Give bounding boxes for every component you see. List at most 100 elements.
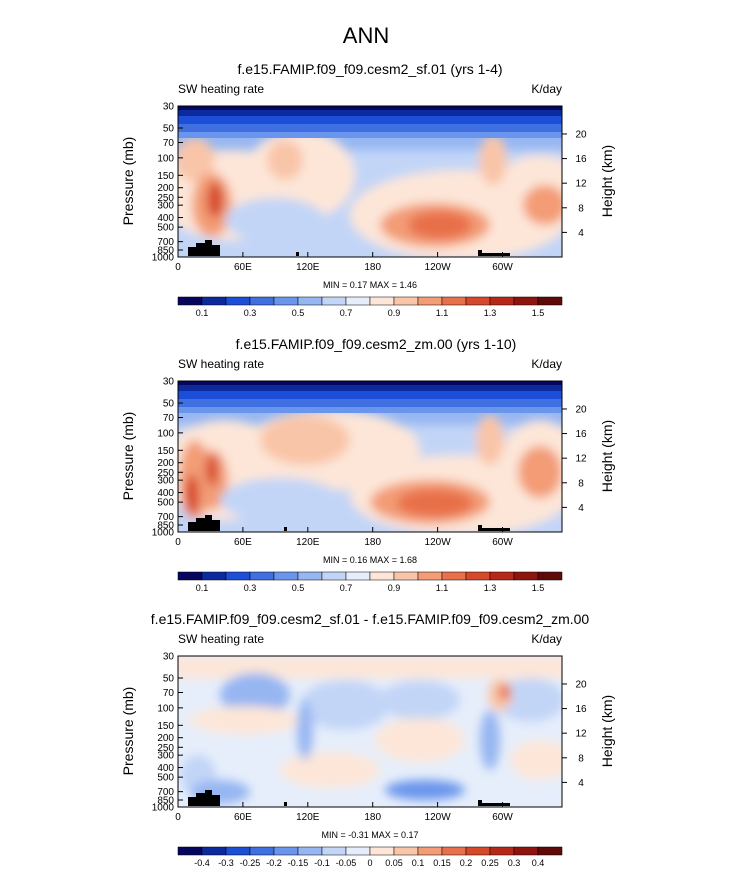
height-tick-label: 8 — [578, 203, 584, 214]
panel-1-title: f.e15.FAMIP.f09_f09.cesm2_sf.01 (yrs 1-4… — [237, 61, 502, 77]
height-tick-label: 20 — [575, 129, 587, 140]
colorbar-label: 0.15 — [433, 858, 451, 868]
colorbar-swatch — [249, 296, 275, 306]
pressure-tick-label: 400 — [157, 763, 174, 774]
pressure-tick-label: 500 — [157, 773, 174, 784]
pressure-tick-label: 700 — [157, 787, 174, 798]
pressure-tick-label: 50 — [163, 398, 175, 409]
colorbar-swatch — [441, 296, 467, 306]
x-tick-label: 60W — [492, 537, 513, 548]
colorbar-swatch — [321, 571, 347, 581]
x-tick-label: 60W — [492, 812, 513, 823]
colorbar-label: 0.05 — [385, 858, 403, 868]
colorbar-swatch — [393, 846, 419, 856]
pressure-tick-label: 1000 — [152, 253, 175, 264]
colorbar-swatch — [321, 296, 347, 306]
colorbar-label: 1.3 — [484, 308, 497, 318]
colorbar-swatch — [273, 296, 299, 306]
colorbar-swatch — [489, 571, 515, 581]
panel-2-variable-label: SW heating rate — [178, 357, 264, 371]
pressure-tick-label: 150 — [157, 721, 174, 732]
colorbar-swatch — [465, 571, 491, 581]
panel-3-variable-label: SW heating rate — [178, 632, 264, 646]
panel-1-height-axis: 20 16 12 8 4 — [562, 129, 587, 239]
x-tick-label: 120W — [425, 262, 452, 273]
panel-2-x-axis: 0 60E 120E 180 120W 60W — [175, 527, 513, 548]
x-tick-label: 120E — [296, 537, 320, 548]
x-tick-label: 120W — [425, 537, 452, 548]
pressure-tick-label: 200 — [157, 458, 174, 469]
panel-3-y2label: Height (km) — [599, 695, 615, 767]
colorbar-label: 0 — [367, 858, 372, 868]
panel-1-units-label: K/day — [531, 82, 562, 96]
height-tick-label: 4 — [578, 228, 584, 239]
colorbar-swatch — [513, 846, 539, 856]
colorbar-swatch — [393, 571, 419, 581]
pressure-tick-label: 250 — [157, 743, 174, 754]
colorbar-swatch — [489, 296, 515, 306]
pressure-tick-label: 400 — [157, 213, 174, 224]
panel-2: f.e15.FAMIP.f09_f09.cesm2_zm.00 (yrs 1-1… — [120, 336, 615, 593]
colorbar-swatch — [537, 571, 563, 581]
colorbar-label: 1.5 — [532, 308, 545, 318]
colorbar-swatch — [273, 846, 299, 856]
colorbar-label: 1.3 — [484, 583, 497, 593]
colorbar-swatch — [441, 571, 467, 581]
panel-2-field — [178, 381, 562, 532]
x-tick-label: 120W — [425, 812, 452, 823]
colorbar-label: 0.2 — [460, 858, 473, 868]
panel-1-variable-label: SW heating rate — [178, 82, 264, 96]
panel-2-height-axis: 20 16 12 8 4 — [562, 404, 587, 514]
colorbar-swatch — [225, 846, 251, 856]
panel-2-units-label: K/day — [531, 357, 562, 371]
height-tick-label: 16 — [575, 154, 587, 165]
height-tick-label: 20 — [575, 404, 587, 415]
pressure-tick-label: 150 — [157, 171, 174, 182]
colorbar-swatch — [273, 571, 299, 581]
pressure-tick-label: 200 — [157, 183, 174, 194]
colorbar-swatch — [369, 846, 395, 856]
pressure-tick-label: 200 — [157, 733, 174, 744]
colorbar-swatch — [417, 571, 443, 581]
colorbar-swatch — [177, 571, 203, 581]
colorbar-swatch — [201, 571, 227, 581]
height-tick-label: 4 — [578, 503, 584, 514]
colorbar-swatch — [393, 296, 419, 306]
colorbar-label: 1.1 — [436, 583, 449, 593]
colorbar-label: 0.1 — [412, 858, 425, 868]
height-tick-label: 16 — [575, 429, 587, 440]
colorbar-swatch — [417, 296, 443, 306]
colorbar-label: 0.4 — [532, 858, 545, 868]
colorbar-swatch — [417, 846, 443, 856]
panel-1-ylabel: Pressure (mb) — [120, 137, 136, 226]
panel-2-title: f.e15.FAMIP.f09_f09.cesm2_zm.00 (yrs 1-1… — [236, 336, 517, 352]
pressure-tick-label: 500 — [157, 498, 174, 509]
height-tick-label: 4 — [578, 778, 584, 789]
panel-1-colorbar: 0.1 0.3 0.5 0.7 0.9 1.1 1.3 1.5 — [177, 296, 563, 318]
colorbar-swatch — [369, 296, 395, 306]
colorbar-swatch — [369, 571, 395, 581]
pressure-tick-label: 30 — [163, 652, 175, 663]
pressure-tick-label: 50 — [163, 673, 175, 684]
figure-title: ANN — [343, 23, 389, 48]
pressure-tick-label: 70 — [163, 413, 175, 424]
panel-1-frame — [177, 105, 563, 258]
colorbar-label: -0.2 — [266, 858, 282, 868]
colorbar-swatch — [297, 846, 323, 856]
colorbar-label: 1.5 — [532, 583, 545, 593]
panel-3-units-label: K/day — [531, 632, 562, 646]
colorbar-swatch — [177, 846, 203, 856]
pressure-tick-label: 300 — [157, 476, 174, 487]
colorbar-swatch — [489, 846, 515, 856]
x-tick-label: 60E — [234, 537, 252, 548]
pressure-tick-label: 1000 — [152, 803, 175, 814]
panel-2-ylabel: Pressure (mb) — [120, 412, 136, 501]
pressure-tick-label: 400 — [157, 488, 174, 499]
colorbar-label: 0.3 — [508, 858, 521, 868]
colorbar-swatch — [225, 296, 251, 306]
colorbar-label: 1.1 — [436, 308, 449, 318]
pressure-tick-label: 850 — [157, 246, 174, 257]
colorbar-label: -0.1 — [314, 858, 330, 868]
panel-2-y2label: Height (km) — [599, 420, 615, 492]
